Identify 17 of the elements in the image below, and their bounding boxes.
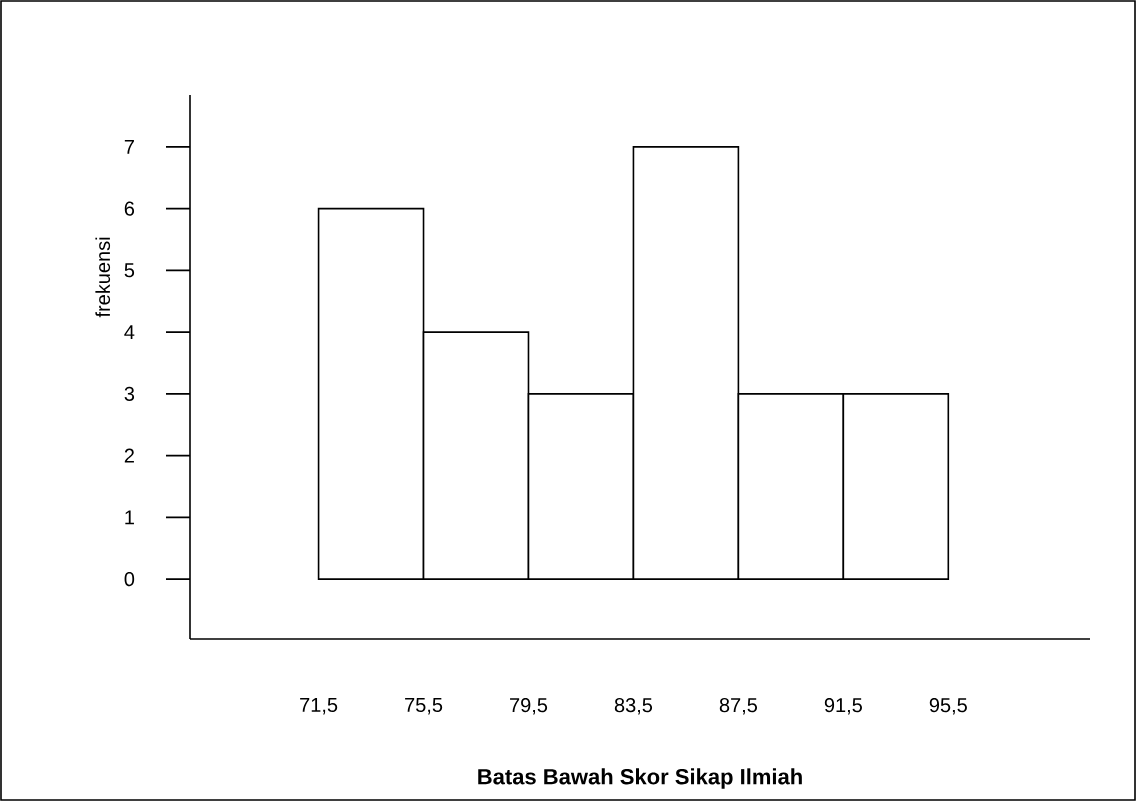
y-axis-title: frekuensi (95, 237, 111, 318)
x-axis-title: Batas Bawah Skor Sikap Ilmiah (478, 768, 802, 789)
y-tick-label: 4 (124, 325, 135, 339)
x-tick-label: 83,5 (614, 698, 653, 715)
y-tick-label: 5 (124, 263, 135, 278)
y-tick-label: 3 (124, 386, 135, 401)
y-tick-label: 7 (124, 139, 134, 154)
y-tick-label: 2 (124, 448, 134, 463)
x-tick-label: 91,5 (824, 698, 862, 715)
y-tick-label: 0 (124, 572, 135, 587)
x-tick-label: 75,5 (405, 698, 443, 715)
x-tick-label: 79,5 (510, 698, 548, 715)
x-tick-label: 95,5 (929, 698, 967, 715)
x-tick-label: 87,5 (719, 698, 758, 715)
y-tick-label: 6 (124, 201, 135, 216)
y-tick-label: 1 (125, 510, 134, 525)
x-tick-label: 71,5 (300, 698, 338, 715)
